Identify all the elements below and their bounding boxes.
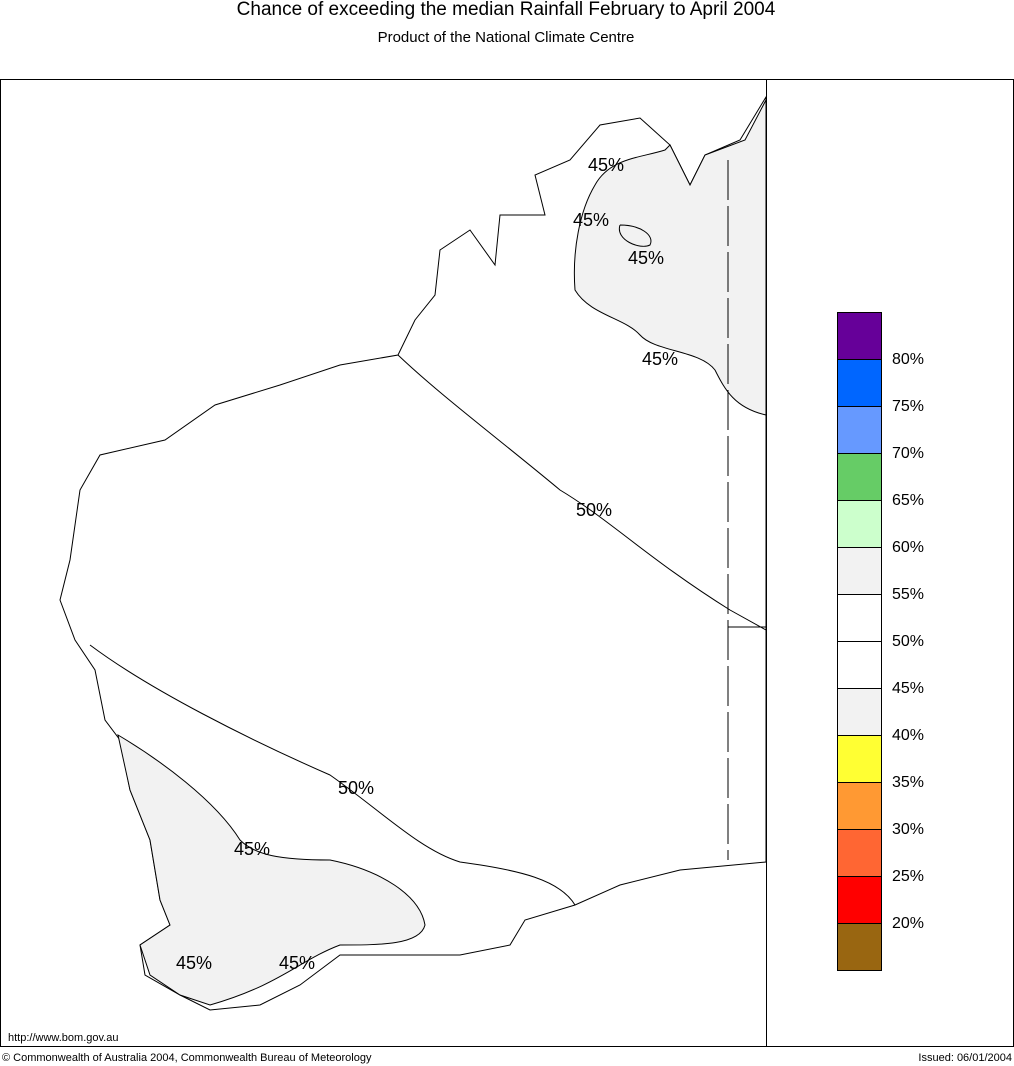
title: Chance of exceeding the median Rainfall … xyxy=(237,0,776,20)
contour-label: 45% xyxy=(588,155,624,175)
legend-label: 70% xyxy=(892,445,924,462)
legend-label: 35% xyxy=(892,774,924,791)
legend-swatch xyxy=(837,782,882,830)
legend-swatch xyxy=(837,829,882,877)
contour-line xyxy=(618,224,652,247)
legend-swatch xyxy=(837,406,882,454)
subtitle: Product of the National Climate Centre xyxy=(378,29,635,46)
legend-label: 80% xyxy=(892,351,924,368)
legend-swatch xyxy=(837,547,882,595)
issued: Issued: 06/01/2004 xyxy=(918,1052,1012,1064)
legend-swatch xyxy=(837,688,882,736)
legend-swatch xyxy=(837,500,882,548)
contour-label: 45% xyxy=(234,839,270,859)
legend-label: 55% xyxy=(892,586,924,603)
legend-label: 45% xyxy=(892,680,924,697)
legend: 80% 75% 70% 65% 60% 55% 50% 45% 40% 35% 30% 25% 20% xyxy=(837,312,924,971)
shaded-area xyxy=(573,99,767,416)
contour-labels: 45% 45% 45% 45% 50% 50% 45% 45% 45% xyxy=(176,155,678,973)
legend-label: 65% xyxy=(892,492,924,509)
legend-label: 60% xyxy=(892,539,924,556)
border xyxy=(727,160,766,860)
legend-swatch xyxy=(837,594,882,642)
legend-label: 20% xyxy=(892,915,924,932)
contour-line xyxy=(397,354,767,631)
coastline xyxy=(59,95,767,1011)
map xyxy=(59,95,767,1011)
legend-swatch xyxy=(837,312,882,360)
legend-label: 40% xyxy=(892,727,924,744)
contour-label: 50% xyxy=(576,500,612,520)
legend-label: 75% xyxy=(892,398,924,415)
contour-label: 50% xyxy=(338,778,374,798)
contour-line xyxy=(89,644,576,906)
contour-label: 45% xyxy=(279,953,315,973)
legend-label: 30% xyxy=(892,821,924,838)
legend-label: 50% xyxy=(892,633,924,650)
legend-swatch xyxy=(837,359,882,407)
url: http://www.bom.gov.au xyxy=(8,1032,118,1044)
contour-label: 45% xyxy=(176,953,212,973)
legend-swatch xyxy=(837,735,882,783)
legend-swatch xyxy=(837,641,882,689)
contour-label: 45% xyxy=(573,210,609,230)
shaded-area xyxy=(117,733,426,1006)
legend-swatch xyxy=(837,453,882,501)
contour-label: 45% xyxy=(642,349,678,369)
copyright: © Commonwealth of Australia 2004, Common… xyxy=(2,1052,372,1064)
legend-swatch xyxy=(837,923,882,971)
legend-swatch xyxy=(837,876,882,924)
legend-label: 25% xyxy=(892,868,924,885)
contour-label: 45% xyxy=(628,248,664,268)
